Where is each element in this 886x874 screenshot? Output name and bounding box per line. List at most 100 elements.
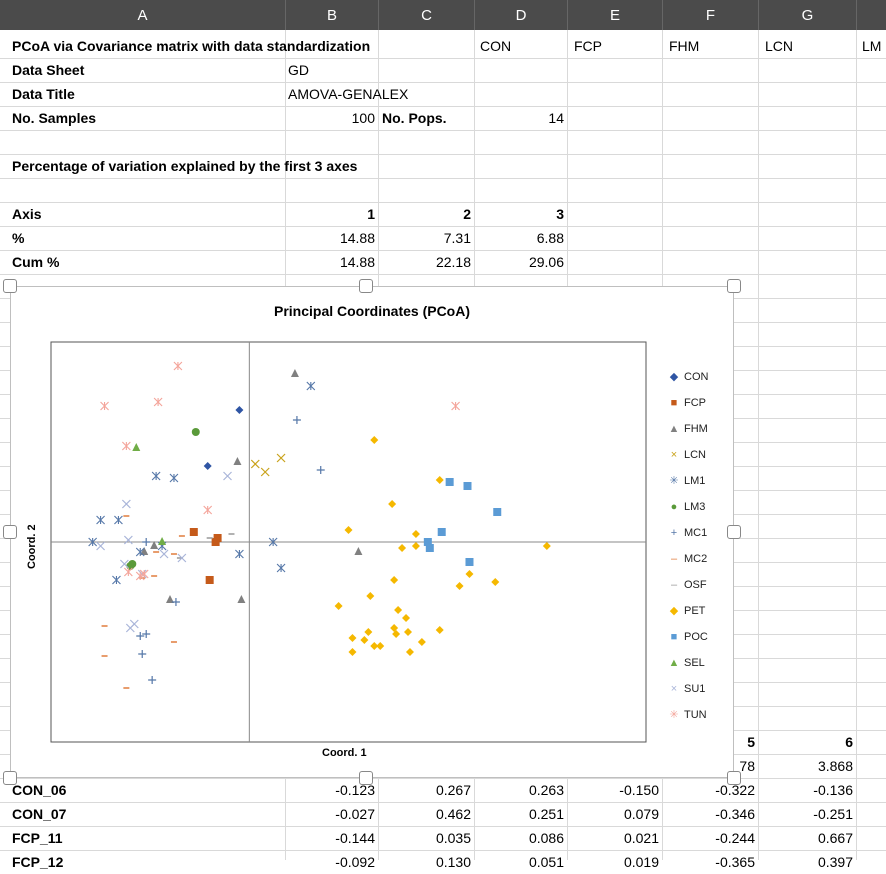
cum-percent-3[interactable]: 29.06 <box>528 254 564 270</box>
legend-label: FCP <box>684 397 706 409</box>
fcp11-col3[interactable]: 0.086 <box>528 830 564 846</box>
percent-2[interactable]: 7.31 <box>443 230 471 246</box>
column-header-f[interactable]: F <box>663 0 759 30</box>
legend-marker-icon: + <box>670 527 678 539</box>
con07-col2[interactable]: 0.462 <box>435 806 471 822</box>
legend-item-mc2: – MC2 <box>668 553 707 565</box>
con06-col5[interactable]: -0.322 <box>715 782 755 798</box>
axis-label[interactable]: Axis <box>12 206 42 222</box>
con06-col6[interactable]: -0.136 <box>813 782 853 798</box>
header-lm[interactable]: LM <box>862 38 882 54</box>
fcp11-col6[interactable]: 0.667 <box>817 830 853 846</box>
con07-col3[interactable]: 0.251 <box>528 806 564 822</box>
con07-col5[interactable]: -0.346 <box>715 806 755 822</box>
header-lcn[interactable]: LCN <box>765 38 794 54</box>
fcp11-col2[interactable]: 0.035 <box>435 830 471 846</box>
legend-label: LM1 <box>684 475 706 487</box>
row-label-fcp12[interactable]: FCP_12 <box>12 854 64 870</box>
coord-header-5[interactable]: 5 <box>747 734 755 750</box>
point-pet-14 <box>455 582 464 590</box>
fcp12-col6[interactable]: 0.397 <box>817 854 853 870</box>
column-header-b[interactable]: B <box>286 0 379 30</box>
data-sheet-label[interactable]: Data Sheet <box>12 62 85 78</box>
cum-percent-label[interactable]: Cum % <box>12 254 60 270</box>
pcoa-chart[interactable]: Principal Coordinates (PCoA) Coord. 1 Co… <box>10 286 734 778</box>
variation-heading[interactable]: Percentage of variation explained by the… <box>12 158 358 174</box>
pcoa-title-cell[interactable]: PCoA via Covariance matrix with data sta… <box>12 38 371 54</box>
column-header-d[interactable]: D <box>475 0 568 30</box>
legend-label: POC <box>684 631 708 643</box>
point-fhm-3 <box>237 595 246 603</box>
legend-marker-icon: ✳ <box>669 709 679 721</box>
resize-handle-tl[interactable] <box>3 279 17 293</box>
resize-handle-bl[interactable] <box>3 771 17 785</box>
con07-col4[interactable]: 0.079 <box>623 806 659 822</box>
column-header-c[interactable]: C <box>379 0 475 30</box>
axis-1[interactable]: 1 <box>367 206 375 222</box>
resize-handle-br[interactable] <box>727 771 741 785</box>
row-label-fcp11[interactable]: FCP_11 <box>12 830 63 846</box>
column-header-a[interactable]: A <box>0 0 286 30</box>
legend-marker-icon: × <box>670 683 678 695</box>
header-fcp[interactable]: FCP <box>574 38 602 54</box>
con07-col6[interactable]: -0.251 <box>813 806 853 822</box>
header-fhm[interactable]: FHM <box>669 38 700 54</box>
con06-col2[interactable]: 0.267 <box>435 782 471 798</box>
cum-percent-2[interactable]: 22.18 <box>435 254 471 270</box>
point-pet-3 <box>388 500 397 508</box>
point-poc-5 <box>423 538 432 546</box>
point-tun-5 <box>203 505 213 515</box>
data-title-value[interactable]: AMOVA-GENALEX <box>288 86 409 102</box>
no-samples-value[interactable]: 100 <box>351 110 375 126</box>
no-pops-label[interactable]: No. Pops. <box>382 110 447 126</box>
percent-label[interactable]: % <box>12 230 25 246</box>
header-con[interactable]: CON <box>480 38 512 54</box>
resize-handle-bc[interactable] <box>359 771 373 785</box>
con05-col6[interactable]: 3.868 <box>817 758 853 774</box>
con07-col1[interactable]: -0.027 <box>335 806 375 822</box>
fcp12-col3[interactable]: 0.051 <box>528 854 564 870</box>
no-samples-label[interactable]: No. Samples <box>12 110 97 126</box>
legend-label: MC1 <box>684 527 708 539</box>
fcp12-col5[interactable]: -0.365 <box>715 854 755 870</box>
resize-handle-mr[interactable] <box>727 525 741 539</box>
fcp12-col2[interactable]: 0.130 <box>435 854 471 870</box>
con06-col3[interactable]: 0.263 <box>528 782 564 798</box>
point-su1-6 <box>119 559 129 569</box>
axis-3[interactable]: 3 <box>556 206 564 222</box>
con06-col1[interactable]: -0.123 <box>335 782 375 798</box>
cum-percent-1[interactable]: 14.88 <box>339 254 375 270</box>
fcp12-col1[interactable]: -0.092 <box>335 854 375 870</box>
legend-label: SEL <box>684 657 705 669</box>
resize-handle-tc[interactable] <box>359 279 373 293</box>
coord-header-6[interactable]: 6 <box>845 734 853 750</box>
legend-label: SU1 <box>684 683 706 695</box>
point-lm1-3 <box>169 473 179 483</box>
column-header-h[interactable] <box>857 0 886 30</box>
column-header-e[interactable]: E <box>568 0 663 30</box>
row-label-con07[interactable]: CON_07 <box>12 806 67 822</box>
point-pet-22 <box>404 628 412 636</box>
point-pet-8 <box>542 542 551 550</box>
con05-col5[interactable]: 78 <box>739 758 755 774</box>
axis-2[interactable]: 2 <box>463 206 471 222</box>
point-fhm-7 <box>140 547 149 555</box>
percent-3[interactable]: 6.88 <box>536 230 564 246</box>
fcp11-col4[interactable]: 0.021 <box>623 830 659 846</box>
fcp11-col1[interactable]: -0.144 <box>335 830 375 846</box>
fcp11-col5[interactable]: -0.244 <box>715 830 755 846</box>
percent-1[interactable]: 14.88 <box>339 230 375 246</box>
data-title-label[interactable]: Data Title <box>12 86 75 102</box>
legend-item-sel: ▲ SEL <box>668 657 705 669</box>
con06-col4[interactable]: -0.150 <box>619 782 659 798</box>
resize-handle-tr[interactable] <box>727 279 741 293</box>
row-label-con06[interactable]: CON_06 <box>12 782 67 798</box>
data-sheet-value[interactable]: GD <box>288 62 309 78</box>
no-pops-value[interactable]: 14 <box>548 110 564 126</box>
point-pet-1 <box>370 436 379 444</box>
column-header-g[interactable]: G <box>759 0 857 30</box>
point-poc-1 <box>445 478 454 486</box>
resize-handle-ml[interactable] <box>3 525 17 539</box>
fcp12-col4[interactable]: 0.019 <box>623 854 659 870</box>
legend-item-osf: – OSF <box>668 579 707 591</box>
